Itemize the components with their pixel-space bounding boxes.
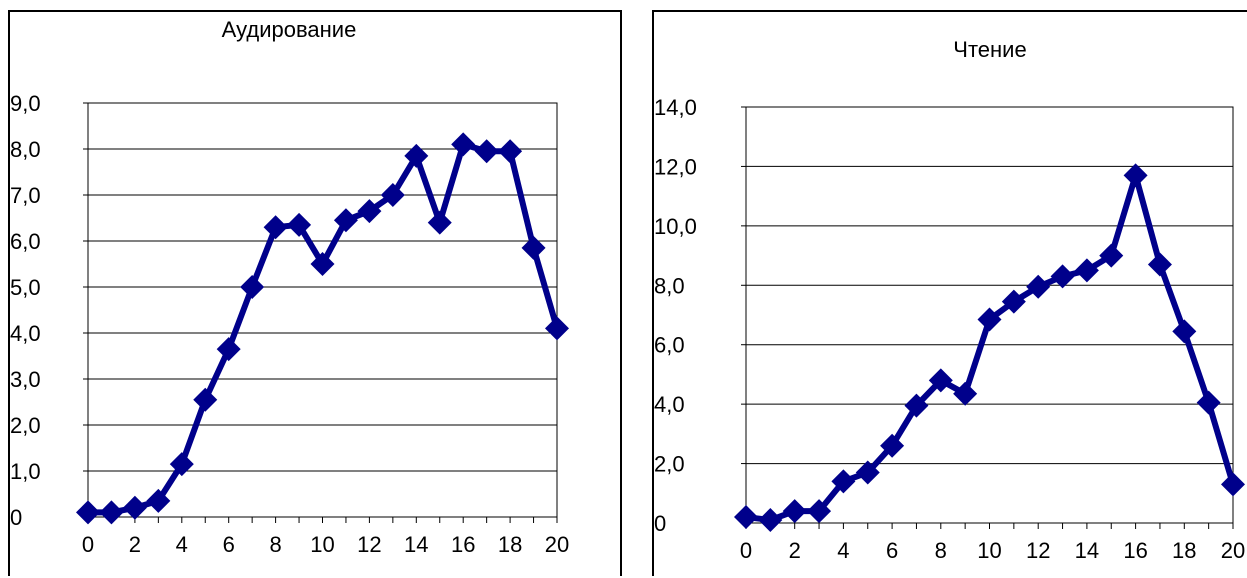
chart-title: Чтение (953, 37, 1026, 62)
x-tick-label: 0 (740, 538, 752, 563)
y-tick-label: 8,0 (654, 273, 685, 298)
data-point-marker (1001, 289, 1026, 314)
x-tick-label: 8 (269, 532, 281, 557)
y-tick-label: 4,0 (10, 321, 41, 346)
x-tick-label: 16 (451, 532, 475, 557)
y-tick-label: 12,0 (654, 154, 697, 179)
x-tick-label: 12 (1026, 538, 1050, 563)
x-tick-label: 16 (1123, 538, 1147, 563)
x-tick-label: 4 (176, 532, 188, 557)
panel-divider (620, 10, 622, 576)
data-point-marker (977, 307, 1002, 332)
x-tick-label: 14 (1075, 538, 1099, 563)
data-point-marker (928, 368, 953, 393)
x-tick-label: 2 (789, 538, 801, 563)
y-tick-label: 2,0 (654, 452, 685, 477)
x-tick-label: 18 (1172, 538, 1196, 563)
x-tick-label: 18 (498, 532, 522, 557)
y-tick-label: 7,0 (10, 183, 41, 208)
chart-title: Аудирование (222, 17, 357, 42)
data-point-marker (880, 433, 905, 458)
x-tick-label: 12 (357, 532, 381, 557)
y-tick-label: 5,0 (10, 275, 41, 300)
data-point-marker (193, 387, 218, 412)
x-tick-label: 0 (82, 532, 94, 557)
data-point-marker (169, 452, 194, 477)
x-tick-label: 10 (977, 538, 1001, 563)
data-point-marker (782, 499, 807, 524)
x-tick-label: 14 (404, 532, 428, 557)
data-point-marker (1123, 163, 1148, 188)
x-tick-label: 20 (545, 532, 569, 557)
chart-panel-listening: Аудирование 0 1,0 2,0 3,0 4,0 5,0 6,0 7,0 8,0 9,0 0… (8, 10, 622, 576)
y-tick-label: 1,0 (10, 459, 41, 484)
data-point-marker (855, 460, 880, 485)
y-tick-label: 4,0 (654, 392, 685, 417)
data-point-marker (263, 215, 288, 240)
data-point-marker (545, 316, 569, 341)
y-tick-label: 2,0 (10, 413, 41, 438)
y-tick-label: 10,0 (654, 214, 697, 239)
data-point-marker (146, 488, 171, 513)
y-tick-label: 3,0 (10, 367, 41, 392)
data-point-marker (380, 183, 405, 207)
data-point-marker (1050, 264, 1075, 289)
data-point-marker (1099, 243, 1124, 268)
data-point-marker (99, 500, 124, 525)
y-tick-label: 6,0 (654, 333, 685, 358)
y-tick-label: 8,0 (10, 137, 41, 162)
data-point-marker (333, 208, 358, 233)
data-point-marker (904, 393, 929, 418)
x-tick-label: 10 (310, 532, 334, 557)
y-tick-label: 0 (654, 511, 666, 536)
data-point-marker (451, 132, 476, 157)
data-point-marker (404, 143, 429, 168)
y-tick-label: 6,0 (10, 229, 41, 254)
data-point-marker (831, 469, 856, 494)
data-point-marker (310, 252, 335, 276)
x-tick-label: 2 (129, 532, 141, 557)
y-tick-label: 9,0 (10, 91, 41, 116)
data-point-marker (1172, 319, 1197, 344)
chart-panel-reading: Чтение 0 2,0 4,0 6,0 8,0 10,0 12,0 14,0 0 2 4 6 8 10 12… (652, 10, 1247, 576)
series-line (88, 141, 560, 516)
reading-chart: Чтение 0 2,0 4,0 6,0 8,0 10,0 12,0 14,0 0 2 4 6 8 10 12… (654, 37, 1245, 563)
data-point-marker (216, 337, 241, 362)
data-point-marker (521, 235, 546, 260)
data-point-marker (427, 210, 452, 235)
data-point-marker (1196, 390, 1221, 415)
data-point-marker (357, 199, 382, 224)
data-point-marker (1147, 252, 1172, 277)
data-point-marker (287, 212, 312, 237)
data-point-marker (122, 495, 147, 520)
series-line (745, 172, 1236, 524)
data-point-marker (240, 275, 265, 299)
data-point-marker (734, 505, 758, 530)
data-point-marker (953, 381, 978, 406)
listening-chart: Аудирование 0 1,0 2,0 3,0 4,0 5,0 6,0 7,0 8,0 9,0 0… (10, 17, 569, 557)
x-tick-label: 6 (886, 538, 898, 563)
x-tick-label: 4 (837, 538, 849, 563)
plot-frame (87, 102, 558, 518)
data-point-marker (76, 500, 100, 525)
y-tick-label: 0 (10, 505, 22, 530)
data-point-marker (474, 139, 499, 164)
data-point-marker (807, 499, 832, 524)
x-tick-label: 6 (223, 532, 235, 557)
x-tick-label: 8 (935, 538, 947, 563)
data-point-marker (758, 508, 783, 533)
x-tick-label: 20 (1221, 538, 1245, 563)
data-point-marker (1221, 472, 1245, 497)
data-point-marker (498, 139, 523, 164)
data-point-marker (1074, 258, 1099, 283)
data-point-marker (1026, 274, 1051, 299)
y-tick-label: 14,0 (654, 95, 697, 120)
